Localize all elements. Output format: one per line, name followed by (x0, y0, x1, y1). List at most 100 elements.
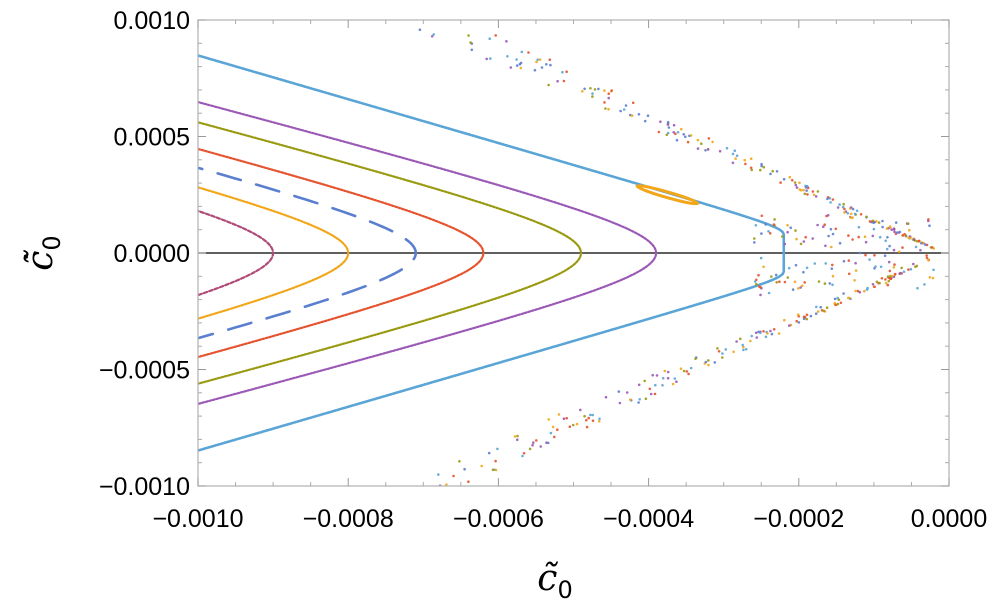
scatter-point (854, 289, 857, 293)
scatter-point (731, 161, 735, 165)
scatter-point (892, 275, 896, 279)
scatter-point (768, 232, 772, 235)
scatter-point (521, 454, 524, 458)
scatter-point (863, 289, 866, 293)
scatter-point (469, 41, 472, 44)
scatter-point (787, 266, 791, 270)
scatter-point (893, 230, 896, 234)
scatter-point (827, 234, 830, 238)
scatter-point (672, 123, 676, 127)
scatter-point (920, 241, 923, 245)
scatter-point (871, 219, 875, 223)
scatter-point (494, 459, 497, 463)
scatter-point (857, 235, 860, 239)
scatter-point (536, 58, 539, 61)
scatter-point (795, 319, 798, 323)
y-axis-title: c̃̇0 (20, 235, 66, 270)
series-orbit-6 (198, 100, 658, 406)
scatter-point (487, 451, 491, 455)
scatter-point (619, 109, 622, 113)
scatter-point (794, 229, 797, 232)
scatter-point (806, 193, 809, 196)
tick-labels: −0.0010 −0.0008 −0.0006 −0.0004 −0.0002 0.000… (99, 7, 987, 533)
scatter-point (838, 203, 841, 206)
scatter-point (675, 138, 679, 142)
scatter-point (585, 425, 589, 429)
scatter-point (799, 286, 802, 289)
scatter-point (589, 413, 592, 417)
scatter-point (553, 435, 556, 439)
scatter-point (665, 133, 669, 137)
scatter-point (696, 138, 700, 142)
scatter-point (894, 221, 898, 224)
scatter-point (864, 253, 867, 257)
scatter-point (793, 280, 797, 284)
scatter-point (742, 348, 745, 352)
scatter-point (467, 480, 470, 484)
scatter-point (893, 263, 896, 266)
scatter-point (515, 58, 518, 61)
scatter-point (912, 262, 915, 266)
x-tick-label: −0.0008 (303, 505, 394, 533)
scatter-point (721, 356, 724, 359)
scatter-point (607, 96, 610, 100)
scatter-point (793, 181, 797, 184)
scatter-point (760, 232, 763, 235)
scatter-point (589, 87, 592, 90)
scatter-point (430, 35, 434, 38)
scatter-point (528, 447, 532, 451)
scatter-point (805, 266, 809, 270)
scatter-point (782, 177, 786, 181)
scatter-point (824, 262, 827, 265)
scatter-point (802, 240, 806, 243)
scatter-point (925, 256, 929, 260)
scatter-point (783, 242, 787, 246)
scatter-point (674, 132, 677, 136)
scatter-point (783, 280, 787, 284)
scatter-point (843, 211, 846, 214)
scatter-point (917, 239, 921, 243)
scatter-point (919, 248, 922, 252)
scatter-point (873, 285, 876, 289)
scatter-point (749, 339, 752, 343)
scatter-point (794, 183, 798, 187)
scatter-point (795, 186, 799, 189)
scatter-point (826, 214, 830, 217)
scatter-point (863, 235, 867, 238)
scatter-point (893, 272, 897, 276)
scatter-point (774, 276, 778, 280)
scatter-point (901, 234, 905, 237)
scatter-point (547, 83, 550, 87)
scatter-point (445, 483, 448, 486)
scatter-point (522, 452, 526, 455)
scatter-point (848, 296, 851, 300)
scatter-point (812, 193, 816, 197)
scatter-point (676, 131, 680, 134)
scatter-point (509, 66, 513, 69)
scatter-point (887, 279, 891, 283)
scatter-point (762, 265, 765, 269)
scatter-point (833, 297, 837, 301)
scatter-point (735, 340, 738, 343)
scatter-point (853, 212, 857, 216)
scatter-point (811, 190, 815, 193)
scatter-point (831, 283, 834, 287)
scatter-point (762, 330, 765, 333)
scatter-point (881, 225, 884, 229)
scatter-point (878, 235, 882, 239)
scatter-point (895, 231, 899, 234)
scatter-point (539, 445, 542, 448)
series-orbit-3 (198, 166, 418, 340)
scatter-point (549, 63, 552, 67)
scatter-point (657, 130, 661, 134)
scatter-point (480, 464, 484, 468)
scatter-point (458, 460, 461, 463)
scatter-point (556, 79, 559, 83)
scatter-point (907, 268, 910, 271)
scatter-point (587, 416, 590, 420)
scatter-point (884, 281, 888, 285)
scatter-point (834, 303, 838, 307)
scatter-point (872, 227, 876, 231)
scatter-point (759, 331, 762, 335)
scatter-point (610, 89, 613, 92)
